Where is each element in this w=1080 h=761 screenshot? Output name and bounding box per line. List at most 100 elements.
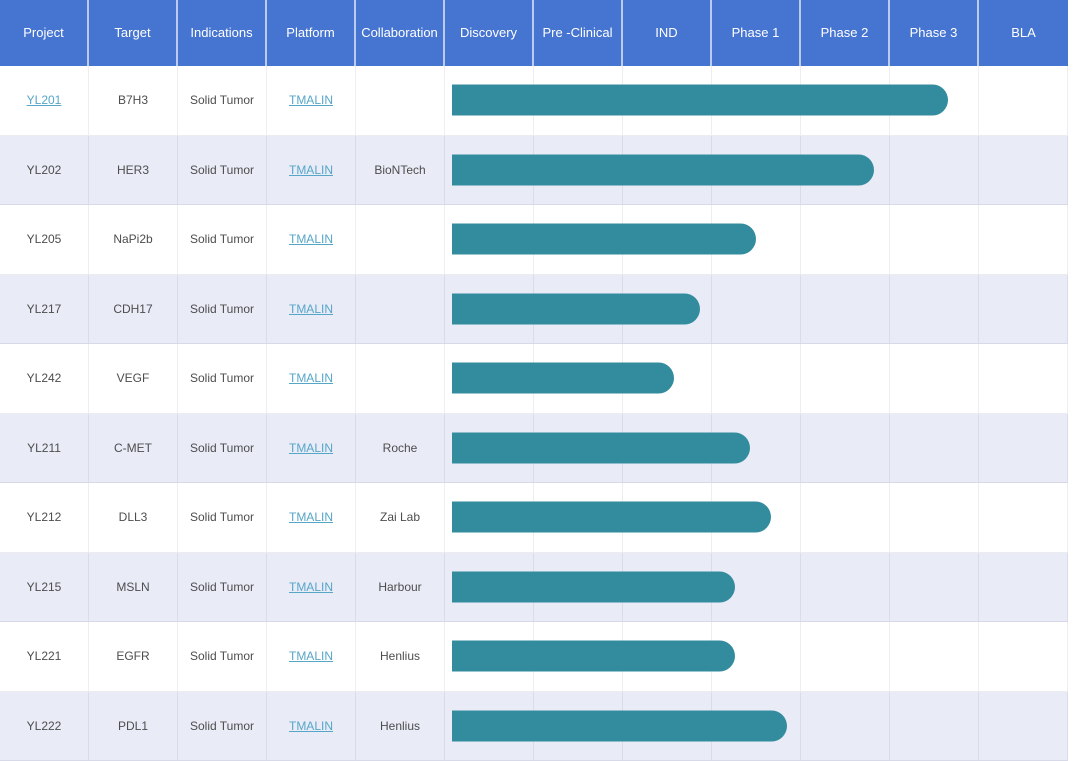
collaboration-cell: Roche [356, 413, 445, 482]
collaboration-cell: Harbour [356, 552, 445, 621]
phase-cell-phase-1 [712, 274, 801, 343]
platform-link[interactable]: TMALIN [288, 93, 333, 108]
phase-cell-phase-1 [712, 344, 801, 413]
project-label: YL205 [26, 232, 62, 247]
collaboration-label: Harbour [378, 579, 422, 594]
target-label: HER3 [116, 162, 149, 177]
indications-cell: Solid Tumor [178, 691, 267, 760]
phase-cell-phase-3 [890, 205, 979, 274]
pipeline-bar [452, 710, 787, 742]
phase-cell-phase-2 [801, 483, 890, 552]
target-cell: DLL3 [89, 483, 178, 552]
phase-cell-bla [979, 691, 1068, 760]
phase-cell-phase-1 [712, 413, 801, 482]
phase-cell-phase-2 [801, 622, 890, 691]
phase-cell-phase-3 [890, 552, 979, 621]
project-cell: YL215 [0, 552, 89, 621]
project-label: YL215 [26, 579, 62, 594]
indications-cell: Solid Tumor [178, 483, 267, 552]
collaboration-label: Zai Lab [379, 510, 421, 525]
column-header-discovery: Discovery [445, 0, 534, 66]
table-row: YL205 NaPi2b Solid Tumor TMALIN [0, 205, 1068, 275]
column-header-ind: IND [623, 0, 712, 66]
platform-link[interactable]: TMALIN [288, 162, 333, 177]
indications-label: Solid Tumor [189, 579, 255, 594]
table-row: YL222 PDL1 Solid Tumor TMALIN Henlius [0, 691, 1068, 761]
indications-label: Solid Tumor [189, 232, 255, 247]
platform-link[interactable]: TMALIN [288, 579, 333, 594]
platform-link[interactable]: TMALIN [288, 371, 333, 386]
indications-cell: Solid Tumor [178, 274, 267, 343]
indications-cell: Solid Tumor [178, 413, 267, 482]
collaboration-cell: Zai Lab [356, 483, 445, 552]
indications-cell: Solid Tumor [178, 66, 267, 135]
phase-cell-ind [623, 344, 712, 413]
indications-cell: Solid Tumor [178, 552, 267, 621]
phase-cell-phase-3 [890, 135, 979, 204]
project-link[interactable]: YL201 [26, 93, 62, 108]
project-cell: YL201 [0, 66, 89, 135]
pipeline-bar [452, 432, 750, 464]
platform-cell: TMALIN [267, 691, 356, 760]
indications-cell: Solid Tumor [178, 344, 267, 413]
phase-cell-bla [979, 344, 1068, 413]
indications-label: Solid Tumor [189, 301, 255, 316]
pipeline-bar [452, 154, 874, 186]
platform-cell: TMALIN [267, 622, 356, 691]
project-label: YL221 [26, 649, 62, 664]
pipeline-bar [452, 362, 674, 394]
column-header-project: Project [0, 0, 89, 66]
column-header-indications: Indications [178, 0, 267, 66]
phase-cell-phase-2 [801, 135, 890, 204]
project-cell: YL205 [0, 205, 89, 274]
phase-cell-bla [979, 274, 1068, 343]
project-label: YL217 [26, 301, 62, 316]
target-label: NaPi2b [113, 232, 153, 247]
project-label: YL222 [26, 718, 62, 733]
pipeline-bar [452, 84, 948, 116]
phase-cell-phase-2 [801, 344, 890, 413]
target-cell: EGFR [89, 622, 178, 691]
platform-cell: TMALIN [267, 135, 356, 204]
phase-cell-bla [979, 483, 1068, 552]
platform-link[interactable]: TMALIN [288, 440, 333, 455]
column-header-phase-1: Phase 1 [712, 0, 801, 66]
indications-label: Solid Tumor [189, 162, 255, 177]
phase-cell-phase-3 [890, 274, 979, 343]
platform-link[interactable]: TMALIN [288, 301, 333, 316]
project-cell: YL217 [0, 274, 89, 343]
phase-cell-bla [979, 205, 1068, 274]
project-label: YL202 [26, 162, 62, 177]
table-row: YL221 EGFR Solid Tumor TMALIN Henlius [0, 622, 1068, 692]
pipeline-bar [452, 293, 700, 325]
platform-cell: TMALIN [267, 552, 356, 621]
column-header-platform: Platform [267, 0, 356, 66]
platform-link[interactable]: TMALIN [288, 510, 333, 525]
target-cell: HER3 [89, 135, 178, 204]
phase-cell-phase-1 [712, 622, 801, 691]
target-label: B7H3 [117, 93, 149, 108]
phase-cell-phase-3 [890, 691, 979, 760]
project-label: YL212 [26, 510, 62, 525]
collaboration-cell [356, 66, 445, 135]
platform-cell: TMALIN [267, 66, 356, 135]
indications-cell: Solid Tumor [178, 205, 267, 274]
target-label: EGFR [116, 649, 150, 664]
platform-link[interactable]: TMALIN [288, 649, 333, 664]
column-header-bla: BLA [1011, 24, 1036, 40]
platform-cell: TMALIN [267, 344, 356, 413]
phase-cell-phase-1 [712, 205, 801, 274]
table-row: YL202 HER3 Solid Tumor TMALIN BioNTech [0, 135, 1068, 205]
target-cell: PDL1 [89, 691, 178, 760]
phase-cell-phase-3 [890, 413, 979, 482]
indications-label: Solid Tumor [189, 371, 255, 386]
platform-link[interactable]: TMALIN [288, 232, 333, 247]
project-cell: YL211 [0, 413, 89, 482]
collaboration-label: Roche [382, 440, 418, 455]
table-body: YL201 B7H3 Solid Tumor TMALIN YL202 HER3… [0, 66, 1068, 761]
platform-link[interactable]: TMALIN [288, 718, 333, 733]
project-label: YL242 [26, 371, 62, 386]
phase-cell-phase-3 [890, 344, 979, 413]
platform-cell: TMALIN [267, 483, 356, 552]
